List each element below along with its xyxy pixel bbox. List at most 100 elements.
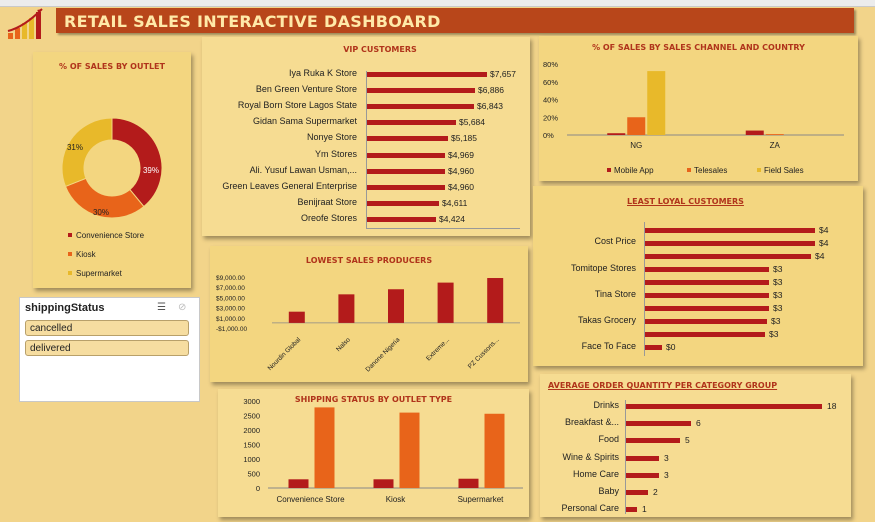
lowest-x-label-1: Nalso [335, 336, 352, 353]
least-loyal-bar-9 [645, 345, 662, 350]
avg-qty-bar-3 [626, 455, 659, 461]
vip-bar-6 [367, 168, 445, 174]
channel-bar-0-0 [607, 133, 626, 135]
channel-legend-marker-1 [687, 168, 691, 172]
multi-select-icon[interactable]: ☰ [157, 302, 166, 313]
chart-logo-icon [7, 8, 43, 39]
avg-qty-bar-1 [626, 421, 691, 427]
avg-qty-category: Wine & Spirits [562, 451, 619, 462]
least-loyal-name: Takas Grocery [577, 315, 636, 325]
vip-value-0: $7,657 [490, 69, 516, 79]
dashboard-title: RETAIL SALES INTERACTIVE DASHBOARD [64, 12, 441, 31]
shipping-x-label-1: Kiosk [386, 495, 407, 504]
least-loyal-name: Cost Price [594, 236, 636, 246]
channel-legend-label-2: Field Sales [764, 166, 804, 175]
channel-bar-0-1 [627, 117, 646, 135]
vip-bar-3 [367, 120, 456, 126]
channel-y-tick-0: 80% [543, 60, 558, 69]
channel-legend-marker-0 [607, 168, 611, 172]
vip-customer-name: Ym Stores [314, 148, 357, 159]
channel-legend-label-0: Mobile App [614, 166, 654, 175]
lowest-y-tick-3: $3,000.00 [216, 306, 245, 313]
vip-customer-name: Ben Green Venture Store [255, 84, 357, 95]
shipping-y-tick-6: 0 [256, 484, 260, 493]
channel-bar-1-1 [765, 134, 784, 135]
outlet-pie-card[interactable]: % OF SALES BY OUTLET 39% 30% 31% Convenienc… [33, 52, 191, 288]
lowest-sales-chart[interactable]: $9,000.00 $7,000.00 $5,000.00 $3,000.00 $1,0… [210, 246, 528, 382]
vip-customer-name: Oreofe Stores [300, 212, 357, 223]
least-loyal-axis [644, 222, 645, 356]
avg-qty-value-3: 3 [664, 452, 669, 463]
least-loyal-card[interactable]: LEAST LOYAL CUSTOMERS Cost Price Tomitope… [533, 186, 863, 366]
slicer-item-cancelled[interactable]: cancelled [25, 320, 189, 336]
channel-bar-chart[interactable]: 80% 60% 40% 20% 0% NG ZA Mobile App Telesales Fie… [539, 36, 858, 181]
channel-x-label-1: ZA [770, 141, 781, 150]
pie-slice-0 [111, 117, 163, 208]
avg-qty-bar-6 [626, 507, 637, 513]
vip-bar-4 [367, 136, 448, 142]
shipping-bar-2-0 [458, 478, 479, 488]
shipping-bar-1-1 [399, 412, 420, 488]
shipping-x-label-0: Convenience Store [276, 495, 345, 504]
least-loyal-value-1: $4 [819, 238, 829, 248]
vip-bar-2 [367, 104, 474, 110]
vip-baseline [366, 228, 520, 229]
slicer-item-delivered[interactable]: delivered [25, 340, 189, 356]
lowest-x-label-2: Danone Nigeria [365, 336, 402, 373]
shipping-y-tick-2: 2000 [243, 426, 260, 435]
vip-axis-line [366, 71, 367, 229]
shipping-status-card[interactable]: SHIPPING STATUS BY OUTLET TYPE 3000 2500 2… [218, 389, 529, 517]
excel-ribbon-strip [0, 0, 875, 7]
shipping-y-tick-3: 1500 [243, 441, 260, 450]
vip-value-5: $4,969 [448, 149, 474, 160]
avg-qty-title: AVERAGE ORDER QUANTITY PER CATEGORY GROU… [548, 381, 778, 390]
avg-order-qty-card[interactable]: AVERAGE ORDER QUANTITY PER CATEGORY GROU… [540, 374, 851, 517]
vip-value-1: $6,886 [478, 85, 504, 96]
least-loyal-value-8: $3 [769, 329, 779, 339]
vip-title: VIP CUSTOMERS [343, 45, 417, 54]
legend-marker-1 [68, 252, 72, 256]
pie-data-label-2: 31% [67, 143, 83, 152]
shipping-status-slicer[interactable]: shippingStatus ☰ ⊘ cancelled delivered [19, 297, 200, 402]
vip-customer-name: Green Leaves General Enterprise [222, 180, 357, 191]
least-loyal-value-5: $3 [773, 290, 783, 300]
vip-bar-0 [367, 72, 487, 77]
lowest-bar-2 [388, 289, 404, 323]
least-loyal-value-3: $3 [773, 264, 783, 274]
vip-value-2: $6,843 [477, 101, 503, 112]
vip-bar-8 [367, 200, 439, 206]
shipping-y-tick-1: 2500 [243, 412, 260, 421]
vip-customer-name: Ali. Yusuf Lawan Usman,... [249, 164, 357, 175]
lowest-y-tick-0: $9,000.00 [216, 275, 245, 282]
shipping-bar-2-1 [484, 413, 505, 488]
least-loyal-bar-8 [645, 332, 765, 337]
legend-marker-0 [68, 233, 72, 237]
lowest-x-label-4: PZ Cussons... [467, 336, 501, 370]
vip-bar-1 [367, 88, 475, 94]
legend-label-2: Supermarket [76, 269, 123, 278]
avg-qty-value-1: 6 [696, 418, 701, 429]
channel-bar-1-0 [745, 130, 764, 135]
vip-customers-card[interactable]: VIP CUSTOMERS Iya Ruka K Store $7,657 Ben … [202, 37, 530, 236]
least-loyal-name: Tina Store [594, 289, 636, 299]
clear-filter-icon[interactable]: ⊘ [178, 302, 187, 313]
avg-qty-value-6: 1 [642, 504, 647, 515]
avg-qty-category: Breakfast &... [564, 417, 619, 428]
least-loyal-title: LEAST LOYAL CUSTOMERS [627, 197, 744, 206]
shipping-status-chart[interactable]: 3000 2500 2000 1500 1000 500 0 Convenience Stor… [218, 389, 529, 517]
least-loyal-bar-5 [645, 293, 769, 298]
vip-value-9: $4,424 [439, 213, 465, 224]
pie-slice-2 [61, 117, 113, 188]
vip-value-6: $4,960 [448, 165, 474, 176]
lowest-sales-card[interactable]: LOWEST SALES PRODUCERS $9,000.00 $7,000.0… [210, 246, 528, 382]
least-loyal-value-7: $3 [771, 316, 781, 326]
least-loyal-name: Face To Face [581, 341, 636, 351]
shipping-bar-0-1 [314, 407, 335, 488]
outlet-donut-chart[interactable]: 39% 30% 31% Convenience Store Kiosk Supermark… [33, 52, 191, 288]
shipping-bar-0-0 [288, 479, 309, 488]
sales-channel-card[interactable]: % OF SALES BY SALES CHANNEL AND COUNTRY … [539, 36, 858, 181]
vip-value-4: $5,185 [451, 133, 477, 144]
lowest-x-label-0: Nourdin Global [267, 336, 303, 372]
lowest-title: LOWEST SALES PRODUCERS [305, 256, 433, 265]
least-loyal-value-0: $4 [819, 225, 829, 235]
